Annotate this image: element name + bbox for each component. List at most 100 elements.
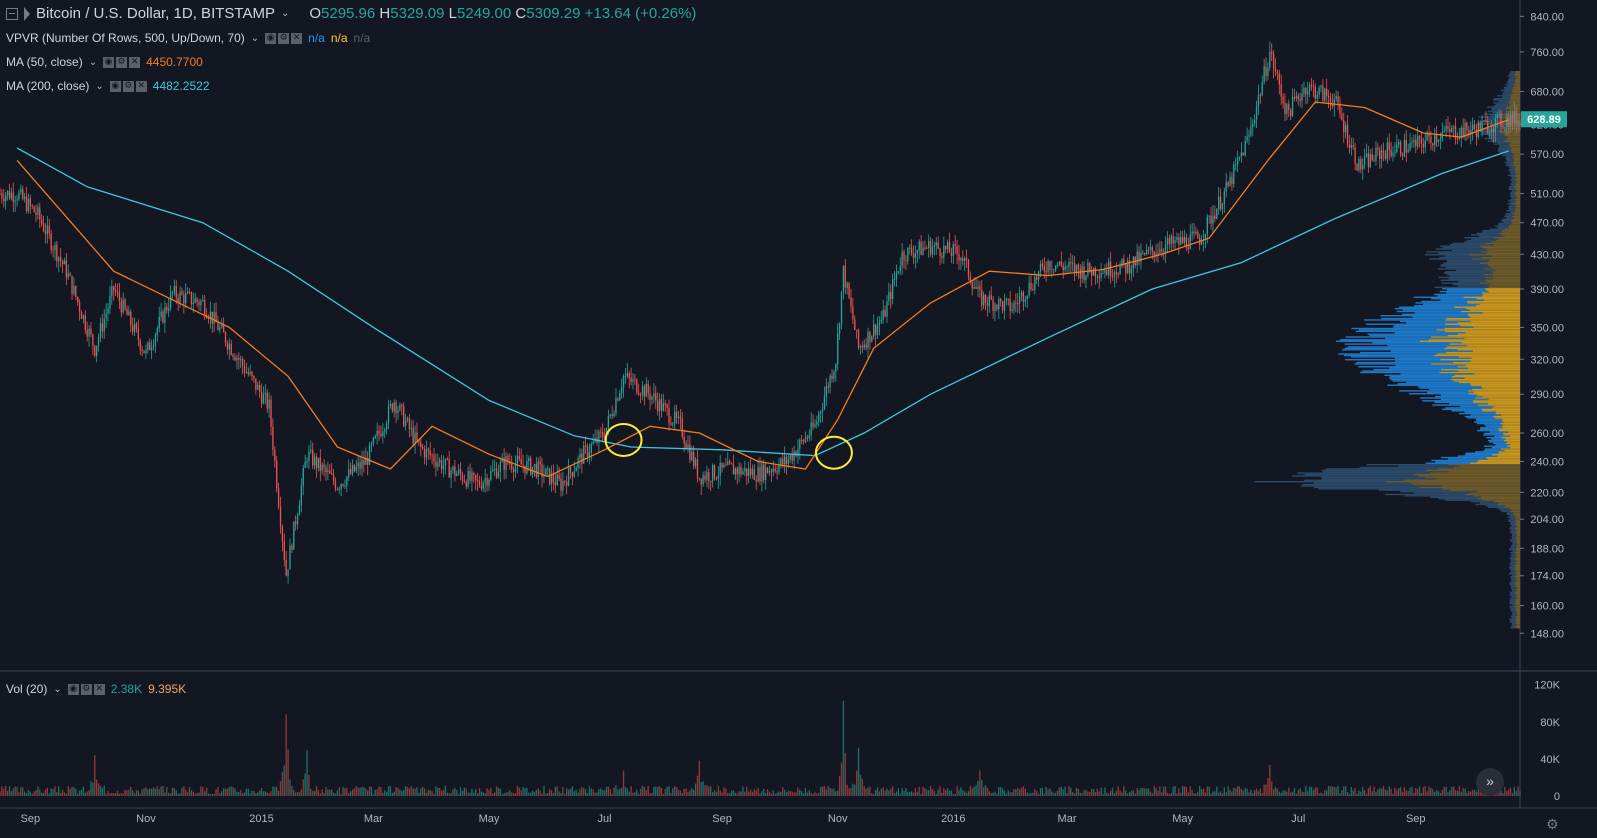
volume-bar (1379, 788, 1381, 796)
vpvr-legend[interactable]: VPVR (Number Of Rows, 500, Up/Down, 70) … (6, 31, 370, 45)
candle-body (439, 459, 441, 463)
volume-bar (1248, 792, 1250, 796)
time-tick-label: Sep (1406, 813, 1426, 825)
remove-icon[interactable]: ✕ (291, 32, 303, 44)
symbol-title[interactable]: Bitcoin / U.S. Dollar, 1D, BITSTAMP (36, 5, 275, 22)
candle-body (186, 291, 189, 294)
candle-body (827, 386, 829, 388)
candle-body (922, 247, 924, 255)
vpvr-row-up (1505, 83, 1513, 86)
candle-body (1098, 276, 1100, 278)
volume-legend[interactable]: Vol (20) ⌄ ◉ ⚙ ✕ 2.38K 9.395K (6, 682, 186, 696)
candle-body (808, 435, 810, 438)
volume-bar (1221, 793, 1224, 796)
chevron-down-icon[interactable]: ⌄ (53, 683, 62, 695)
vpvr-row-down (1446, 317, 1520, 320)
candle-body (749, 468, 752, 475)
flag-icon[interactable] (24, 6, 30, 21)
candle-body (672, 423, 674, 425)
ma50-label[interactable]: MA (50, close) (6, 55, 83, 69)
volume-bar (475, 789, 477, 796)
chevron-down-icon[interactable]: ⌄ (88, 56, 98, 68)
settings-icon[interactable]: ⚙ (80, 683, 92, 695)
gear-icon[interactable]: ⚙ (1546, 817, 1559, 833)
volume-bar (789, 791, 791, 796)
volume-bar (736, 793, 738, 796)
volume-bar (1009, 792, 1011, 796)
volume-bar (128, 789, 130, 796)
volume-bar (598, 789, 600, 796)
candle-body (939, 248, 941, 257)
candle-body (306, 460, 308, 463)
volume-bar (685, 788, 687, 796)
remove-icon[interactable]: ✕ (135, 80, 147, 92)
volume-bar (603, 790, 606, 796)
vpvr-row-up (1509, 188, 1516, 191)
candle-body (1295, 95, 1298, 99)
candle-body (420, 442, 422, 447)
candle-body (651, 396, 653, 400)
candle-body (653, 393, 655, 397)
vpvr-row-down (1493, 244, 1520, 246)
vpvr-row-up (1512, 550, 1516, 552)
vol-label[interactable]: Vol (20) (6, 682, 48, 696)
vol-controls[interactable]: ◉ ⚙ ✕ (67, 683, 105, 695)
remove-icon[interactable]: ✕ (93, 683, 105, 695)
volume-bar (1384, 789, 1387, 796)
ma200-label[interactable]: MA (200, close) (6, 79, 90, 93)
ma200-controls[interactable]: ◉ ⚙ ✕ (109, 80, 147, 92)
remove-icon[interactable]: ✕ (129, 56, 141, 68)
volume-bar (281, 771, 284, 796)
volume-bar (31, 793, 33, 796)
scroll-to-realtime-button[interactable]: » (1476, 768, 1504, 796)
ma50-controls[interactable]: ◉ ⚙ ✕ (103, 56, 141, 68)
candle-body (387, 405, 390, 424)
volume-bar (221, 791, 223, 796)
vpvr-row-down (1515, 546, 1520, 548)
volume-bar (349, 791, 352, 796)
volume-bar (312, 790, 314, 796)
candle-body (1026, 295, 1028, 300)
candle-body (729, 461, 731, 464)
ma200-legend[interactable]: MA (200, close) ⌄ ◉ ⚙ ✕ 4482.2522 (6, 79, 210, 93)
settings-icon[interactable]: ⚙ (278, 32, 290, 44)
vpvr-row-up (1487, 140, 1504, 142)
vpvr-row-up (1509, 607, 1516, 609)
candle-body (1064, 266, 1066, 270)
volume-bar (857, 747, 860, 796)
vpvr-label[interactable]: VPVR (Number Of Rows, 500, Up/Down, 70) (6, 31, 245, 45)
volume-bar (931, 789, 934, 796)
vpvr-row-up (1405, 381, 1459, 384)
volume-bar (958, 790, 960, 796)
collapse-icon[interactable] (6, 7, 18, 20)
settings-icon[interactable]: ⚙ (122, 80, 134, 92)
visibility-icon[interactable]: ◉ (103, 56, 115, 68)
ma50-legend[interactable]: MA (50, close) ⌄ ◉ ⚙ ✕ 4450.7700 (6, 55, 203, 69)
candle-body (558, 474, 560, 479)
visibility-icon[interactable]: ◉ (109, 80, 121, 92)
candle-body (1511, 113, 1514, 123)
volume-bar (429, 790, 431, 796)
volume-bar (1163, 786, 1165, 796)
chevron-down-icon[interactable]: ⌄ (280, 8, 290, 19)
volume-bar (1432, 788, 1434, 796)
vpvr-row-up (1464, 241, 1492, 243)
volume-bar (702, 781, 704, 796)
chevron-down-icon[interactable]: ⌄ (95, 80, 104, 92)
vpvr-row-down (1504, 449, 1520, 452)
vpvr-controls[interactable]: ◉ ⚙ ✕ (265, 32, 303, 44)
volume-bar (37, 786, 39, 796)
visibility-icon[interactable]: ◉ (265, 32, 277, 44)
vpvr-row-up (1394, 357, 1472, 359)
chevron-down-icon[interactable]: ⌄ (250, 32, 260, 44)
vpvr-row-down (1470, 360, 1520, 362)
visibility-icon[interactable]: ◉ (67, 683, 79, 695)
candle-body (1344, 125, 1347, 133)
vpvr-row-up (1483, 113, 1501, 116)
volume-bar (1041, 787, 1044, 796)
candle-body (149, 342, 151, 351)
candle-body (1024, 299, 1026, 302)
volume-bar (302, 779, 304, 796)
settings-icon[interactable]: ⚙ (116, 56, 128, 68)
